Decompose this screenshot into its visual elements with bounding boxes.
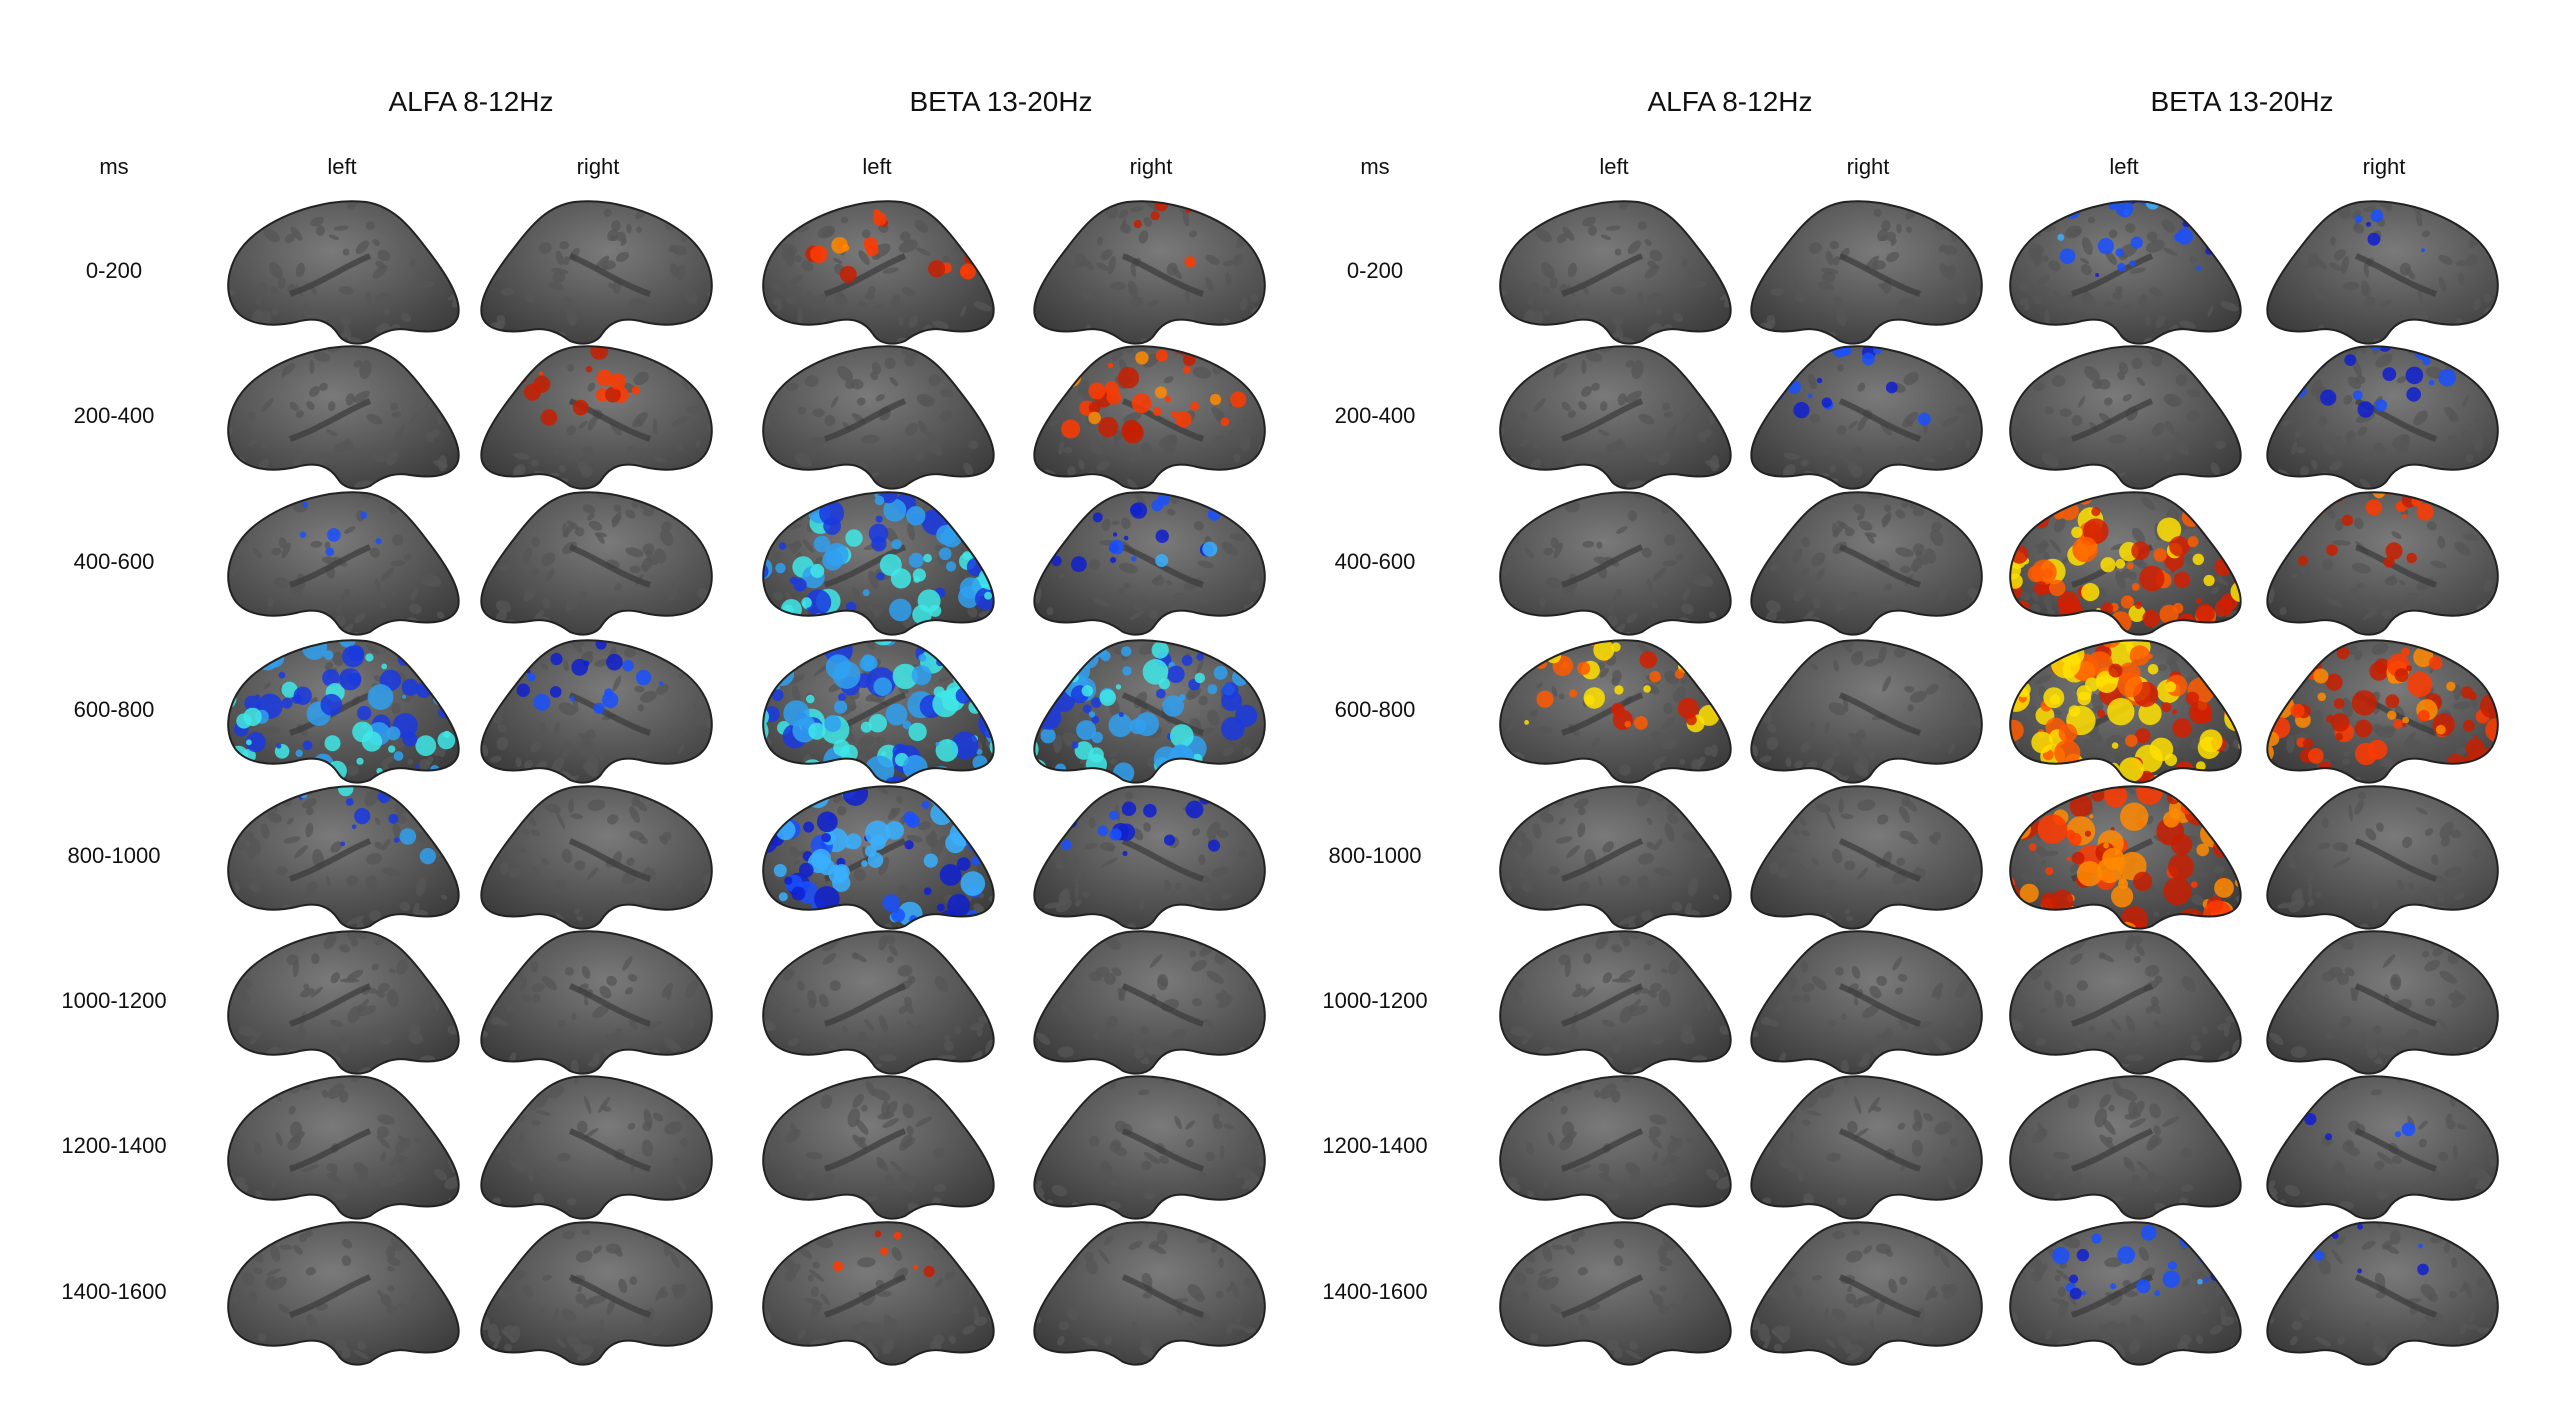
time-window-label: 400-600 <box>73 549 155 574</box>
brain-surface-left-hemisphere <box>762 930 995 1075</box>
brain-surface-right-hemisphere <box>480 1075 713 1220</box>
brain-surface-left-hemisphere <box>2009 930 2242 1075</box>
brain-surface-right-hemisphere <box>1750 345 1983 490</box>
ms-header: ms <box>1360 154 1390 179</box>
time-window-label: 1200-1400 <box>61 1133 167 1158</box>
brain-surface-left-hemisphere <box>762 491 995 636</box>
time-window-label: 600-800 <box>73 697 155 722</box>
brain-surface-right-hemisphere <box>480 491 713 636</box>
hemisphere-label-left: left <box>327 154 357 179</box>
brain-surface-left-hemisphere <box>2009 345 2242 490</box>
ms-header: ms <box>99 154 129 179</box>
hemisphere-label-left: left <box>862 154 892 179</box>
frequency-band-title: BETA 13-20Hz <box>2150 86 2334 117</box>
brain-surface-right-hemisphere <box>1750 491 1983 636</box>
brain-surface-left-hemisphere <box>762 345 995 490</box>
brain-surface-left-hemisphere <box>227 785 460 930</box>
brain-surface-right-hemisphere <box>480 345 713 490</box>
brain-surface-right-hemisphere <box>480 639 713 784</box>
brain-surface-left-hemisphere <box>762 639 995 784</box>
brain-surface-right-hemisphere <box>2266 1075 2499 1220</box>
frequency-band-title: ALFA 8-12Hz <box>1647 86 1813 117</box>
hemisphere-label-right: right <box>1129 154 1173 179</box>
brain-surface-left-hemisphere <box>1499 930 1732 1075</box>
frequency-band-title: BETA 13-20Hz <box>909 86 1093 117</box>
brain-surface-right-hemisphere <box>2266 930 2499 1075</box>
brain-surface-left-hemisphere <box>227 491 460 636</box>
brain-surface-right-hemisphere <box>1033 491 1266 636</box>
brain-surface-right-hemisphere <box>1750 1221 1983 1366</box>
brain-surface-left-hemisphere <box>2009 200 2242 345</box>
brain-surface-left-hemisphere <box>1499 639 1732 784</box>
brain-surface-left-hemisphere <box>2009 1221 2242 1366</box>
time-window-label: 1400-1600 <box>61 1279 167 1304</box>
brain-surface-left-hemisphere <box>227 639 460 784</box>
brain-surface-right-hemisphere <box>480 785 713 930</box>
brain-surface-right-hemisphere <box>1033 200 1266 345</box>
brain-surface-right-hemisphere <box>1033 930 1266 1075</box>
brain-surface-left-hemisphere <box>2009 1075 2242 1220</box>
brain-surface-left-hemisphere <box>762 1221 995 1366</box>
hemisphere-label-right: right <box>576 154 620 179</box>
brain-surface-right-hemisphere <box>2266 639 2499 784</box>
brain-surface-left-hemisphere <box>762 200 995 345</box>
hemisphere-label-left: left <box>1599 154 1629 179</box>
time-window-label: 800-1000 <box>1328 843 1422 868</box>
brain-surface-right-hemisphere <box>480 200 713 345</box>
time-window-label: 200-400 <box>73 403 155 428</box>
brain-surface-right-hemisphere <box>1033 639 1266 784</box>
brain-surface-left-hemisphere <box>2009 639 2242 784</box>
time-window-label: 400-600 <box>1334 549 1416 574</box>
hemisphere-label-right: right <box>1846 154 1890 179</box>
brain-surface-right-hemisphere <box>480 930 713 1075</box>
brain-surface-left-hemisphere <box>2009 785 2242 930</box>
time-window-label: 1000-1200 <box>1322 988 1428 1013</box>
time-window-label: 800-1000 <box>67 843 161 868</box>
time-window-label: 0-200 <box>1346 258 1404 283</box>
brain-surface-right-hemisphere <box>1033 345 1266 490</box>
brain-surface-left-hemisphere <box>1499 345 1732 490</box>
brain-surface-left-hemisphere <box>227 345 460 490</box>
brain-surface-right-hemisphere <box>2266 785 2499 930</box>
brain-surface-left-hemisphere <box>762 1075 995 1220</box>
brain-surface-right-hemisphere <box>1750 639 1983 784</box>
brain-surface-right-hemisphere <box>2266 491 2499 636</box>
time-window-label: 600-800 <box>1334 697 1416 722</box>
brain-surface-right-hemisphere <box>1750 930 1983 1075</box>
brain-surface-left-hemisphere <box>1499 1221 1732 1366</box>
brain-surface-left-hemisphere <box>1499 200 1732 345</box>
brain-surface-left-hemisphere <box>1499 785 1732 930</box>
brain-surface-left-hemisphere <box>227 930 460 1075</box>
brain-surface-right-hemisphere <box>1750 1075 1983 1220</box>
time-window-label: 1400-1600 <box>1322 1279 1428 1304</box>
brain-surface-left-hemisphere <box>227 1221 460 1366</box>
brain-surface-right-hemisphere <box>1033 785 1266 930</box>
brain-surface-left-hemisphere <box>762 785 995 930</box>
brain-surface-left-hemisphere <box>227 200 460 345</box>
brain-surface-left-hemisphere <box>1499 1075 1732 1220</box>
brain-surface-right-hemisphere <box>1750 200 1983 345</box>
brain-surface-right-hemisphere <box>2266 1221 2499 1366</box>
brain-surface-left-hemisphere <box>2009 491 2242 636</box>
hemisphere-label-right: right <box>2362 154 2406 179</box>
time-window-label: 1000-1200 <box>61 988 167 1013</box>
brain-surface-right-hemisphere <box>2266 345 2499 490</box>
brain-surface-left-hemisphere <box>227 1075 460 1220</box>
brain-surface-right-hemisphere <box>1033 1221 1266 1366</box>
time-window-label: 200-400 <box>1334 403 1416 428</box>
brain-surface-right-hemisphere <box>1750 785 1983 930</box>
brain-surface-right-hemisphere <box>480 1221 713 1366</box>
brain-surface-right-hemisphere <box>2266 200 2499 345</box>
time-window-label: 0-200 <box>85 258 143 283</box>
frequency-band-title: ALFA 8-12Hz <box>388 86 554 117</box>
hemisphere-label-left: left <box>2109 154 2139 179</box>
time-window-label: 1200-1400 <box>1322 1133 1428 1158</box>
brain-surface-right-hemisphere <box>1033 1075 1266 1220</box>
brain-surface-left-hemisphere <box>1499 491 1732 636</box>
